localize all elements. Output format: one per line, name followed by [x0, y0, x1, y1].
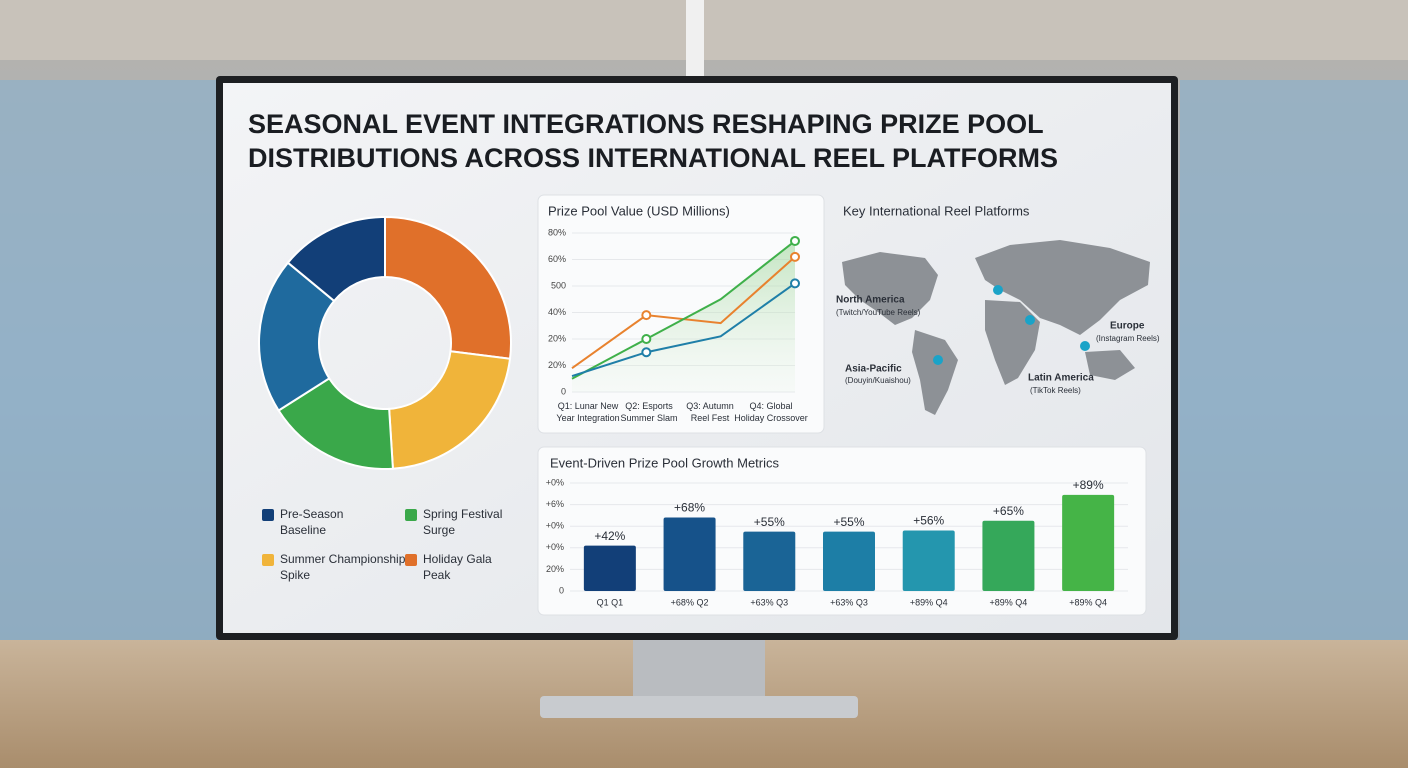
- value-label: +55%: [754, 515, 785, 529]
- map-region: North America: [836, 295, 905, 306]
- bar: [982, 520, 1035, 591]
- legend-swatch: [405, 509, 417, 521]
- value-label: +55%: [833, 515, 864, 529]
- map-region: Asia-Pacific: [845, 364, 902, 375]
- y-tick-label: 60%: [548, 254, 566, 264]
- point: [790, 235, 800, 246]
- legend-label: Pre-Season Baseline: [280, 507, 343, 537]
- bar: [1062, 494, 1115, 591]
- value-label: +42%: [594, 529, 625, 543]
- donut-segment: [388, 350, 512, 470]
- y-tick-label: 500: [551, 280, 566, 290]
- x-tick-label: Q1 Q1: [597, 597, 624, 607]
- legend-label: Holiday Gala Peak: [423, 552, 492, 582]
- bar: [823, 531, 875, 591]
- x-tick-label: +63% Q3: [830, 597, 868, 607]
- bar: [743, 531, 796, 591]
- x-tick-label: Q4: Global Holiday Crossover: [734, 401, 808, 423]
- point: [641, 347, 652, 358]
- x-tick-label: Q1: Lunar New Year Integration: [556, 401, 619, 423]
- bar: [663, 517, 716, 591]
- point: [790, 278, 800, 289]
- title: DISTRIBUTIONS ACROSS INTERNATIONAL REEL …: [248, 143, 1058, 173]
- legend-label: Spring Festival Surge: [423, 507, 502, 537]
- line-title: Prize Pool Value (USD Millions): [548, 203, 730, 218]
- value-label: +89%: [1073, 478, 1104, 492]
- map-platforms: (TikTok Reels): [1030, 386, 1081, 395]
- window: [1180, 80, 1408, 680]
- map-platforms: (Twitch/YouTube Reels): [836, 308, 921, 317]
- line: [571, 282, 796, 378]
- x-tick-label: +89% Q4: [1069, 597, 1107, 607]
- bar: [583, 545, 636, 591]
- y-tick-label: 0: [559, 585, 564, 595]
- x-tick-label: Q3: Autumn Reel Fest: [686, 401, 734, 423]
- bar-title: Event-Driven Prize Pool Growth Metrics: [550, 455, 780, 470]
- monitor-base: [540, 696, 858, 718]
- y-tick-label: +0%: [546, 542, 564, 552]
- y-tick-label: +6%: [546, 499, 564, 509]
- donut-segment: [384, 215, 512, 360]
- point: [641, 310, 652, 321]
- y-tick-label: 20%: [548, 333, 566, 343]
- map-platforms: (Instagram Reels): [1096, 334, 1160, 343]
- map-region: Europe: [1110, 321, 1145, 332]
- light: [686, 0, 704, 76]
- x-tick-label: Q2: Esports Summer Slam: [620, 401, 677, 423]
- area: [572, 240, 795, 392]
- legend-swatch: [405, 554, 417, 566]
- map-title: Key International Reel Platforms: [843, 203, 1030, 218]
- x-tick-label: +63% Q3: [750, 597, 788, 607]
- y-tick-label: 40%: [548, 307, 566, 317]
- x-tick-label: +68% Q2: [671, 597, 709, 607]
- legend-swatch: [262, 554, 274, 566]
- x-tick-label: +89% Q4: [990, 597, 1028, 607]
- y-tick-label: 0: [561, 386, 566, 396]
- value-label: +65%: [993, 504, 1024, 518]
- y-tick-label: 20%: [546, 564, 564, 574]
- legend-swatch: [262, 509, 274, 521]
- value-label: +56%: [913, 514, 944, 528]
- line: [571, 240, 796, 380]
- map-platforms: (Douyin/Kuaishou): [845, 376, 911, 385]
- bar: [902, 530, 955, 591]
- window: [0, 80, 222, 680]
- y-tick-label: 20%: [548, 360, 566, 370]
- value-label: +68%: [674, 501, 705, 515]
- legend-label: Summer Championship Spike: [280, 552, 406, 582]
- monitor-stand: [633, 638, 765, 704]
- x-tick-label: +89% Q4: [910, 597, 948, 607]
- point: [790, 251, 800, 262]
- y-tick-label: +0%: [546, 521, 564, 531]
- donut-segment: [286, 215, 386, 303]
- map-pins: [933, 285, 1090, 365]
- y-tick-label: 80%: [548, 227, 566, 237]
- title: SEASONAL EVENT INTEGRATIONS RESHAPING PR…: [248, 109, 1044, 139]
- point: [641, 334, 652, 344]
- y-tick-label: +0%: [546, 477, 564, 487]
- map-region: Latin America: [1028, 373, 1094, 384]
